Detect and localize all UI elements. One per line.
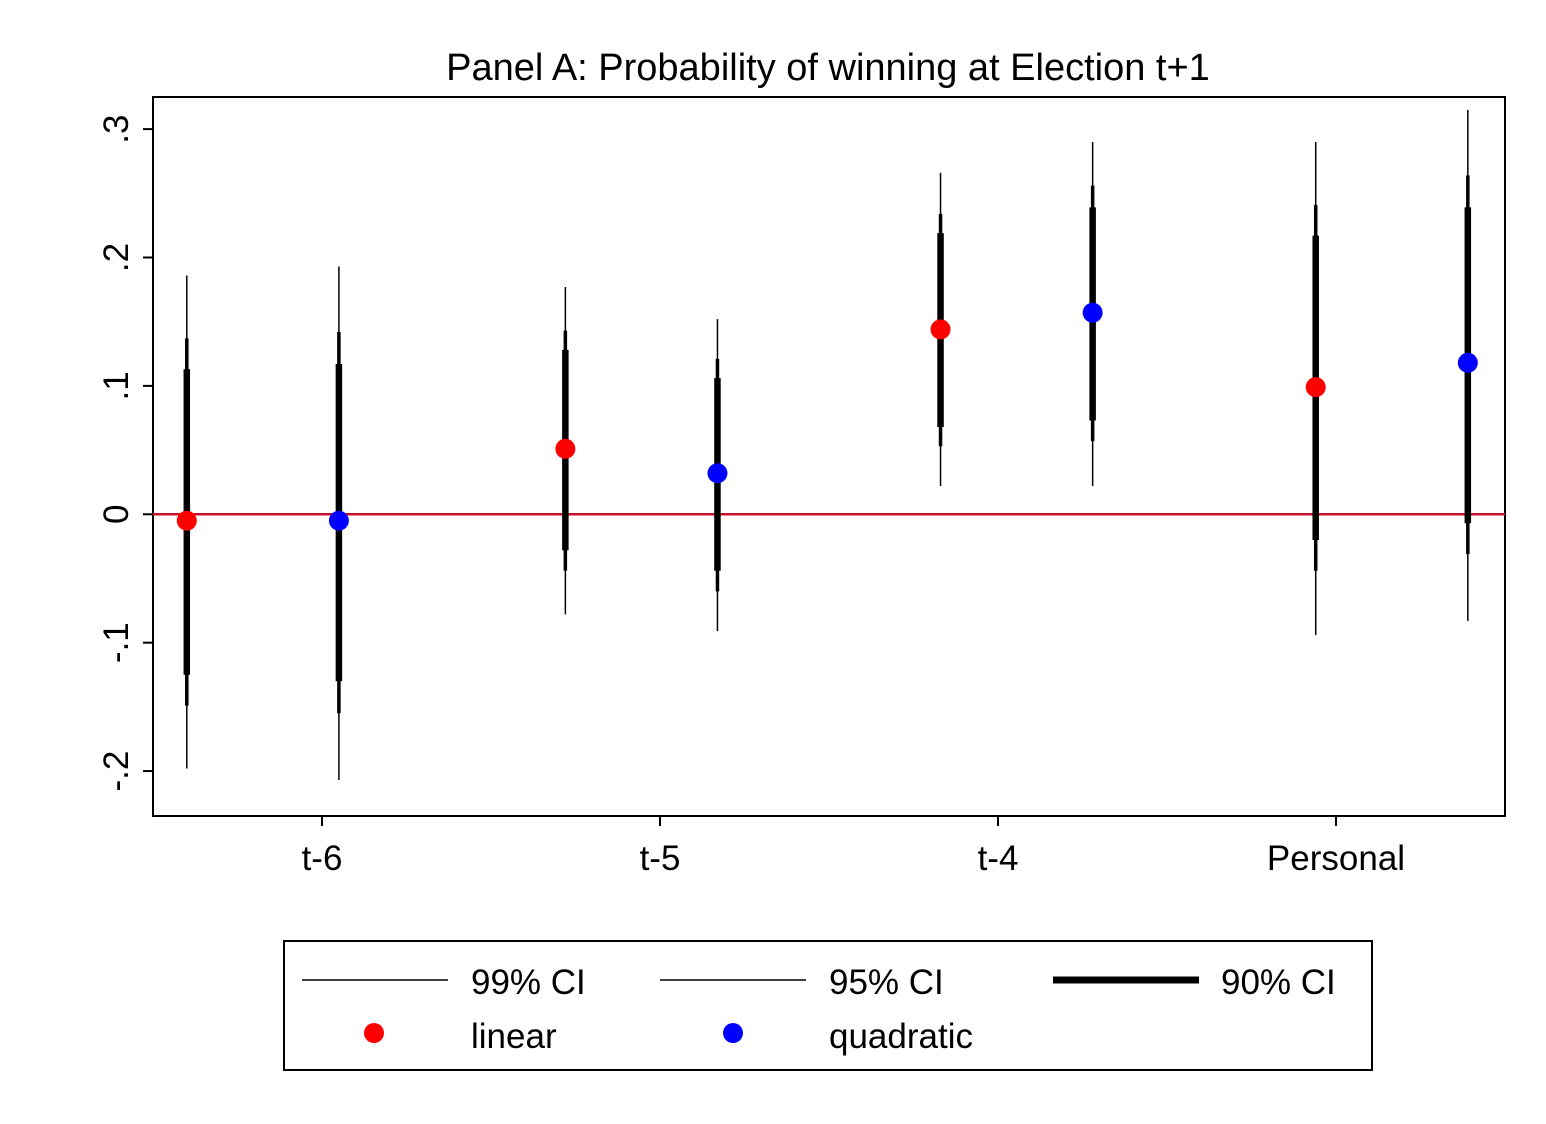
y-tick-label-1: -.1 xyxy=(97,622,136,663)
plot-area-frame xyxy=(152,96,1506,817)
x-tick-label-2: t-4 xyxy=(978,839,1019,878)
legend-ci90-label: 90% CI xyxy=(1221,963,1336,1002)
point-estimates xyxy=(176,302,1478,531)
legend: 99% CI 95% CI 90% CI linear quadratic xyxy=(283,940,1373,1071)
legend-quadratic-marker xyxy=(723,1023,743,1043)
y-tick-label-4: .2 xyxy=(97,243,136,272)
point-quadratic-3 xyxy=(1457,352,1478,373)
point-quadratic-2 xyxy=(1082,302,1103,323)
y-tick-label-2: 0 xyxy=(97,505,136,524)
point-linear-0 xyxy=(176,510,197,531)
x-tick-label-0: t-6 xyxy=(302,839,343,878)
point-quadratic-0 xyxy=(328,510,349,531)
point-linear-1 xyxy=(555,438,576,459)
legend-ci99-label: 99% CI xyxy=(471,963,586,1002)
x-axis: t-6 t-5 t-4 Personal xyxy=(302,816,1405,878)
legend-quadratic-label: quadratic xyxy=(829,1017,973,1056)
chart-title: Panel A: Probability of winning at Elect… xyxy=(446,47,1210,89)
x-tick-label-3: Personal xyxy=(1267,839,1405,878)
point-quadratic-1 xyxy=(707,463,728,484)
y-axis: -.2 -.1 0 .1 .2 .3 xyxy=(97,114,153,791)
legend-box xyxy=(283,940,1373,1071)
point-linear-3 xyxy=(1305,377,1326,398)
y-tick-label-0: -.2 xyxy=(97,751,136,792)
y-tick-label-5: .3 xyxy=(97,114,136,143)
y-tick-label-3: .1 xyxy=(97,371,136,400)
legend-linear-marker xyxy=(364,1023,384,1043)
legend-ci95-label: 95% CI xyxy=(829,963,944,1002)
legend-linear-label: linear xyxy=(471,1017,557,1056)
x-tick-label-1: t-5 xyxy=(640,839,681,878)
point-linear-2 xyxy=(930,319,951,340)
